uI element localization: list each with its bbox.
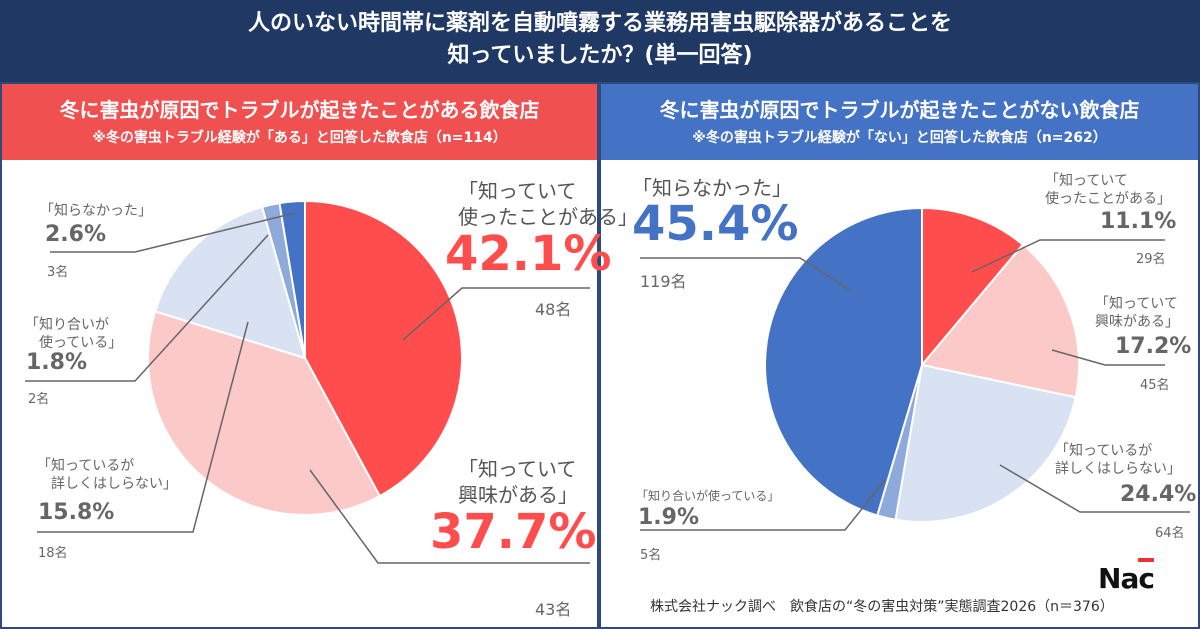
right-title: 冬に害虫が原因でトラブルが起きたことがない飲食店	[659, 98, 1140, 122]
leader-line	[309, 469, 590, 564]
leader-line	[640, 479, 886, 531]
left-subtitle: ※冬の害虫トラブル経験が「ある」と回答した飲食店（n=114）	[92, 130, 507, 146]
leader-line	[999, 464, 1190, 513]
pie-slice-right-2	[894, 363, 1077, 523]
label-right-2: 「知っているが 詳しくはしらない」	[1055, 443, 1181, 477]
pie-slice-right-4	[764, 206, 923, 517]
pct-left-2: 15.8%	[38, 500, 115, 525]
pct-left-0: 42.1%	[445, 226, 612, 282]
count-left-1: 43名	[535, 600, 572, 619]
count-left-4: 3名	[47, 265, 69, 280]
count-left-3: 2名	[28, 392, 50, 407]
leader-line	[25, 234, 269, 382]
right-panel: 冬に害虫が原因でトラブルが起きたことがない飲食店 ※冬の害虫トラブル経験が「ない…	[599, 82, 1200, 629]
label-left-1: 「知っていて 興味がある」	[458, 457, 578, 507]
label-right-0: 「知っていて 使ったことがある」	[1045, 173, 1171, 207]
pie-slice-right-0	[921, 206, 1025, 368]
leader-line	[37, 321, 249, 533]
title-line-2: 知っていましたか？(単一回答)	[447, 43, 753, 68]
leader-line	[1051, 349, 1165, 366]
leader-line	[50, 212, 296, 253]
label-right-1: 「知っていて 興味がある」	[1095, 296, 1179, 330]
label-left-0: 「知っていて 使ったことがある」	[458, 179, 638, 229]
count-right-1: 45名	[1140, 378, 1170, 393]
pct-left-3: 1.8%	[26, 350, 88, 375]
pct-right-3: 1.9%	[638, 505, 700, 530]
nac-logo: Nac	[1098, 558, 1155, 595]
pie-slice-right-1	[920, 243, 1080, 399]
label-left-4: 「知らなかった」	[40, 203, 152, 219]
count-left-0: 48名	[535, 300, 572, 319]
label-right-4: 「知らなかった」	[632, 176, 792, 200]
left-subheader: 冬に害虫が原因でトラブルが起きたことがある飲食店 ※冬の害虫トラブル経験が「ある…	[2, 84, 597, 160]
count-right-0: 29名	[1136, 252, 1166, 267]
pie-slice-left-0	[304, 199, 463, 498]
label-left-3: 「知り合いが 使っている」	[25, 317, 123, 351]
leader-line	[402, 287, 590, 341]
label-left-2: 「知っているが 詳しくはしらない」	[37, 458, 177, 492]
count-left-2: 18名	[38, 546, 68, 561]
pct-left-1: 37.7%	[430, 504, 597, 560]
pie-slice-left-1	[147, 310, 382, 516]
left-panel: 冬に害虫が原因でトラブルが起きたことがある飲食店 ※冬の害虫トラブル経験が「ある…	[0, 82, 599, 629]
pie-slice-left-2	[153, 205, 307, 360]
title-line-1: 人のいない時間帯に薬剤を自動噴霧する業務用害虫駆除器があることを	[247, 11, 952, 36]
left-title: 冬に害虫が原因でトラブルが起きたことがある飲食店	[59, 98, 540, 122]
right-subtitle: ※冬の害虫トラブル経験が「ない」と回答した飲食店（n=262）	[692, 130, 1107, 146]
footer-source: 株式会社ナック調べ 飲食店の“冬の害虫対策”実態調査2026（n＝376）	[650, 599, 1114, 615]
leader-line	[971, 239, 1165, 273]
count-right-2: 64名	[1155, 526, 1185, 541]
leader-line	[640, 257, 851, 291]
pct-left-4: 2.6%	[45, 222, 107, 247]
pct-right-0: 11.1%	[1100, 209, 1177, 234]
pct-right-4: 45.4%	[632, 196, 799, 252]
right-subheader: 冬に害虫が原因でトラブルが起きたことがない飲食店 ※冬の害虫トラブル経験が「ない…	[601, 84, 1198, 160]
count-right-3: 5名	[640, 548, 662, 563]
label-right-3: 「知り合いが使っている」	[636, 489, 780, 503]
count-right-4: 119名	[640, 272, 687, 291]
chart-header: 人のいない時間帯に薬剤を自動噴霧する業務用害虫駆除器があることを 知っていました…	[0, 0, 1200, 82]
pie-slice-left-4	[278, 199, 306, 359]
pct-right-1: 17.2%	[1115, 334, 1192, 359]
pct-right-2: 24.4%	[1120, 482, 1197, 507]
